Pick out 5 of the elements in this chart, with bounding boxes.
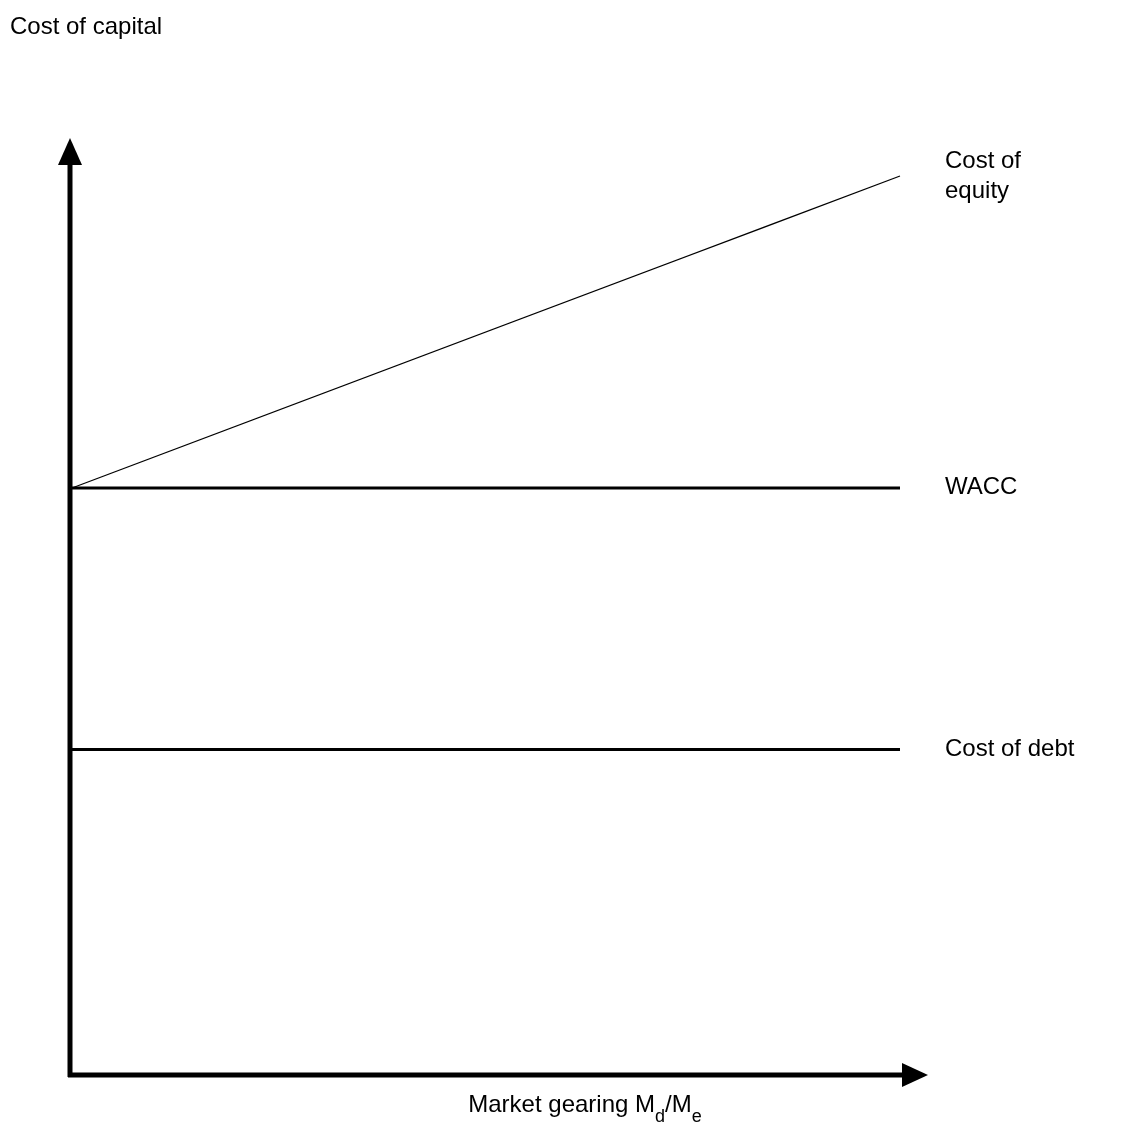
series-label: Cost of debt xyxy=(945,733,1075,761)
series-label: WACC xyxy=(945,472,1018,500)
text: Cost of capital xyxy=(10,12,163,39)
series-label: Cost of equity xyxy=(945,146,1022,204)
x-axis-title: Market gearing M$_{d}$/M$_{e}$ xyxy=(468,1090,702,1126)
